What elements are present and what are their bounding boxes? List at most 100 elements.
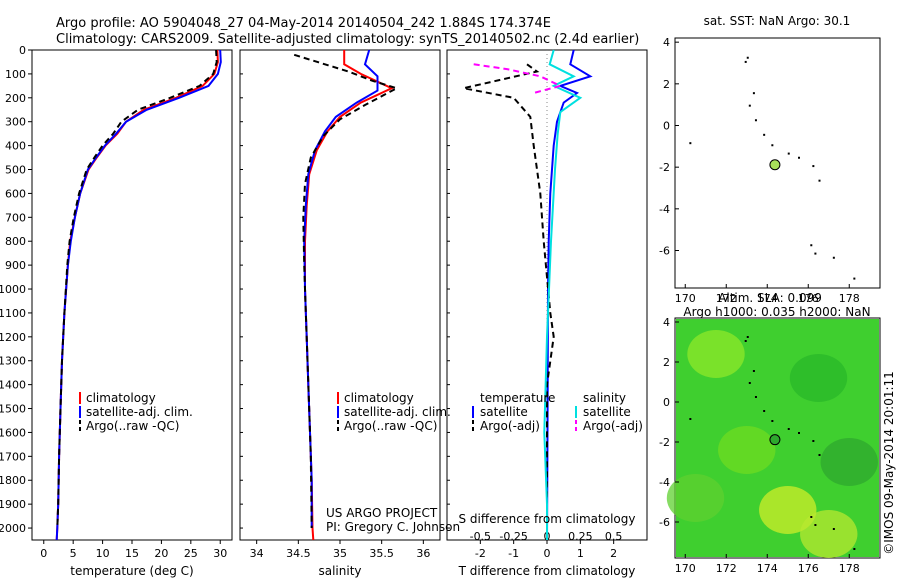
y-tick-label: 900: [5, 259, 26, 272]
x-tick-label: 20: [154, 547, 168, 560]
legend-s-argo: Argo(-adj): [583, 419, 643, 433]
island-mark: [746, 336, 749, 338]
x-tick-label: -1: [508, 547, 519, 560]
series-climatology: [304, 50, 395, 541]
y-tick-label: 1200: [0, 331, 26, 344]
series-satellite-adj-clim: [303, 49, 379, 528]
island-mark: [763, 133, 766, 136]
s-tick-label: 0.25: [568, 530, 593, 543]
map-x-tick-label: 176: [798, 292, 819, 305]
island-mark: [812, 440, 815, 442]
sla-anomaly-patch: [666, 474, 725, 522]
float-position-marker: [769, 159, 781, 171]
series-t-argo-adj: [463, 63, 555, 528]
map-y-tick-label: -4: [659, 476, 670, 489]
island-mark: [744, 60, 747, 63]
salinity-x-label: salinity: [318, 564, 361, 578]
series-satellite-adj-clim: [55, 49, 222, 541]
y-tick-label: 100: [5, 68, 26, 81]
x-tick-label: 10: [96, 547, 110, 560]
salinity-panel: [239, 49, 441, 541]
island-mark: [746, 56, 749, 59]
series-s-argo-adj: [473, 63, 564, 94]
island-mark: [754, 119, 757, 122]
map-y-tick-label: -6: [659, 516, 670, 529]
sst-map-panel: [674, 37, 881, 289]
island-mark: [763, 410, 766, 412]
x-tick-label: 34: [250, 547, 264, 560]
x-tick-label: 15: [125, 547, 139, 560]
series-climatology: [55, 49, 219, 541]
map-x-tick-label: 178: [839, 562, 860, 575]
header-line-1: Argo profile: AO 5904048_27 04-May-2014 …: [56, 16, 551, 31]
x-tick-label: 1: [577, 547, 584, 560]
y-tick-label: 200: [5, 92, 26, 105]
x-tick-label: 30: [213, 547, 227, 560]
sla-anomaly-patch: [789, 354, 848, 402]
map-y-tick-label: 2: [663, 356, 670, 369]
series-argo-raw-qc: [56, 49, 218, 529]
map-y-tick-label: 0: [663, 120, 670, 133]
island-mark: [853, 548, 856, 550]
sla-map-subtitle: Argo h1000: 0.035 h2000: NaN: [683, 305, 870, 319]
x-tick-label: 0: [544, 547, 551, 560]
island-mark: [810, 516, 813, 518]
sla-map-title: Altim. SLA: 0.099: [718, 291, 822, 305]
y-tick-label: 1900: [0, 498, 26, 511]
island-mark: [689, 142, 692, 145]
legend-salinity-title: salinity: [583, 391, 626, 405]
island-mark: [818, 179, 821, 182]
map-x-tick-label: 174: [757, 562, 778, 575]
temperature-x-label: temperature (deg C): [70, 564, 193, 578]
map-y-tick-label: -6: [659, 245, 670, 258]
island-mark: [754, 396, 757, 398]
y-tick-label: 2000: [0, 522, 26, 535]
map-y-tick-label: 4: [663, 36, 670, 49]
salinity-legend: climatology satellite-adj. clim. Argo(..…: [337, 391, 451, 433]
island-mark: [814, 252, 817, 255]
island-mark: [812, 165, 815, 168]
header-line-2: Climatology: CARS2009. Satellite-adjuste…: [56, 32, 639, 47]
island-mark: [771, 144, 774, 147]
x-tick-label: 0: [40, 547, 47, 560]
legend-t-argo: Argo(-adj): [480, 419, 540, 433]
s-difference-x-label: S difference from climatology: [459, 512, 636, 526]
map-x-tick-label: 172: [716, 562, 737, 575]
legend-climatology: climatology: [86, 391, 156, 405]
s-tick-label: 0.5: [605, 530, 623, 543]
map-x-tick-label: 172: [716, 292, 737, 305]
legend-satellite: satellite-adj. clim.: [344, 405, 451, 419]
t-difference-x-label: T difference from climatology: [458, 564, 636, 578]
imos-timestamp-label: ©IMOS 09-May-2014 20:01:11: [882, 371, 896, 555]
y-tick-label: 400: [5, 140, 26, 153]
map-x-tick-label: 174: [757, 292, 778, 305]
sla-anomaly-patch: [820, 438, 878, 486]
y-tick-label: 1400: [0, 379, 26, 392]
x-tick-label: 36: [416, 547, 430, 560]
legend-t-satellite: satellite: [480, 405, 528, 419]
x-tick-label: 2: [610, 547, 617, 560]
temperature-legend: climatology satellite-adj. clim. Argo(..…: [79, 391, 193, 433]
island-mark: [748, 104, 751, 107]
island-mark: [744, 340, 747, 342]
map-x-tick-label: 170: [675, 292, 696, 305]
island-mark: [798, 156, 800, 159]
island-mark: [814, 524, 817, 526]
map-y-tick-label: 4: [663, 316, 670, 329]
y-tick-label: 0: [19, 44, 26, 57]
series-t-satellite: [546, 49, 593, 541]
sst-map-title: sat. SST: NaN Argo: 30.1: [704, 14, 851, 28]
map-x-tick-label: 176: [798, 562, 819, 575]
map-y-tick-label: -2: [659, 161, 670, 174]
island-mark: [748, 382, 751, 384]
pi-label: PI: Gregory C. Johnson: [326, 520, 460, 534]
y-tick-label: 600: [5, 187, 26, 200]
sla-anomaly-patch: [718, 426, 776, 474]
x-tick-label: 34.5: [286, 547, 311, 560]
temperature-panel: [31, 49, 233, 541]
x-tick-label: 35.5: [369, 547, 394, 560]
s-tick-label: -0.5: [470, 530, 491, 543]
island-mark: [689, 418, 692, 420]
island-mark: [787, 152, 790, 155]
legend-argo: Argo(..raw -QC): [86, 419, 179, 433]
